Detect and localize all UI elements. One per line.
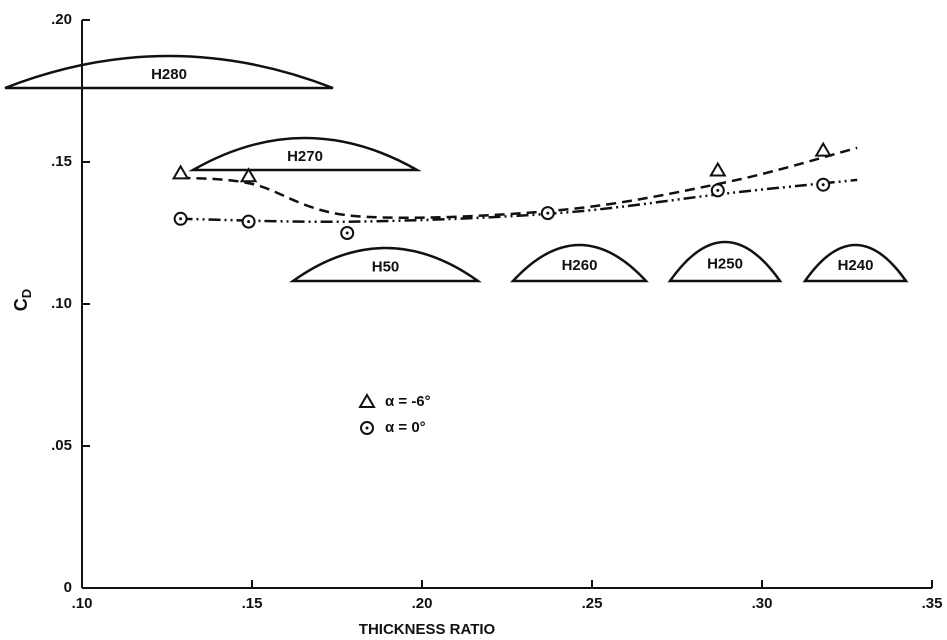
x-axis-label: THICKNESS RATIO xyxy=(359,621,496,638)
y-axis-label-main: C xyxy=(11,298,31,311)
marker-dot xyxy=(821,183,825,187)
marker-triangle xyxy=(239,167,258,183)
airfoil xyxy=(188,136,422,172)
marker-dot xyxy=(179,217,183,221)
legend-marker xyxy=(360,421,374,435)
marker-dot xyxy=(345,231,349,235)
airfoil-label: H280 xyxy=(151,66,187,83)
airfoil-label: H250 xyxy=(707,255,743,272)
airfoil xyxy=(4,54,334,90)
x-tick-label: .30 xyxy=(752,595,773,612)
airfoil xyxy=(510,243,649,283)
marker-triangle xyxy=(814,141,832,157)
marker-circle xyxy=(816,177,831,192)
x-tick-label: .10 xyxy=(72,595,93,612)
y-tick-label: .05 xyxy=(51,437,72,454)
airfoil-label: H260 xyxy=(562,257,598,274)
y-tick-label: .15 xyxy=(51,153,72,170)
fit-curve xyxy=(180,146,858,219)
legend-label: α = -6° xyxy=(385,393,431,410)
marker-triangle xyxy=(171,164,190,180)
marker-dot xyxy=(546,211,550,215)
y-tick-label: 0 xyxy=(64,579,72,596)
marker-circle xyxy=(710,183,725,198)
marker-circle xyxy=(340,226,355,240)
marker-dot xyxy=(247,220,251,224)
y-axis-label: CD xyxy=(11,289,35,311)
airfoil xyxy=(289,246,482,283)
legend-marker xyxy=(358,393,376,408)
y-tick-label: .20 xyxy=(51,11,72,28)
x-tick-label: .15 xyxy=(242,595,263,612)
x-tick-label: .25 xyxy=(582,595,603,612)
marker-circle xyxy=(241,214,256,229)
airfoil xyxy=(802,243,909,283)
marker-triangle xyxy=(709,161,727,177)
legend-label: α = 0° xyxy=(385,419,426,436)
x-tick-label: .35 xyxy=(922,595,943,612)
marker-circle xyxy=(540,206,555,221)
x-tick-label: .20 xyxy=(412,595,433,612)
airfoil-label: H240 xyxy=(838,257,874,274)
marker-dot xyxy=(365,426,369,430)
airfoil-label: H50 xyxy=(372,258,400,275)
marker-circle xyxy=(173,211,188,226)
airfoil-label: H270 xyxy=(287,148,323,165)
fit-curve xyxy=(180,178,858,224)
y-axis-label-sub: D xyxy=(19,289,34,298)
airfoil xyxy=(667,240,783,283)
y-tick-label: .10 xyxy=(51,295,72,312)
marker-dot xyxy=(716,188,720,192)
